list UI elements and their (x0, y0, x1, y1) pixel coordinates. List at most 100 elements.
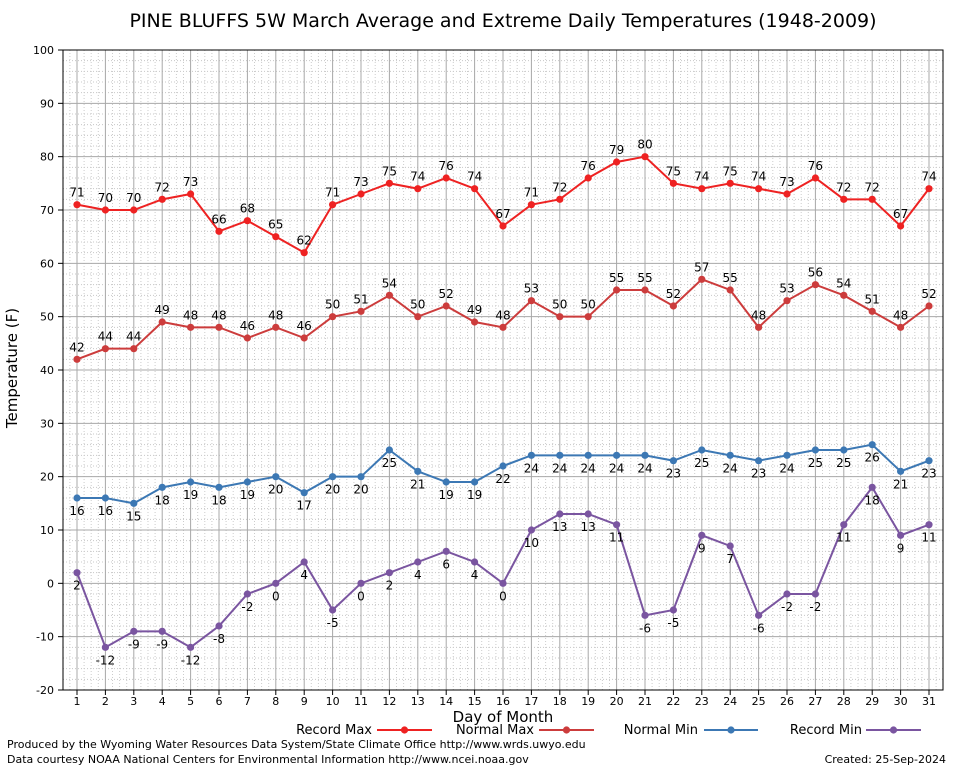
data-label-record-min: 0 (499, 589, 507, 603)
data-label-record-max: 73 (183, 175, 198, 189)
x-tick-label: 13 (411, 695, 425, 708)
x-tick-label: 8 (272, 695, 279, 708)
data-point-record-max (897, 222, 905, 230)
data-point-record-max (215, 227, 223, 235)
data-point-record-max (556, 195, 564, 203)
legend: Record Max Normal Max Normal Min Record Min (296, 723, 921, 738)
data-label-normal-max: 49 (155, 303, 170, 317)
data-label-record-min: 0 (357, 589, 365, 603)
x-tick-label: 23 (695, 695, 709, 708)
data-point-record-min (897, 531, 905, 539)
data-label-record-max: 66 (211, 212, 226, 226)
data-label-record-max: 80 (637, 138, 652, 152)
footer-produced-by: Produced by the Wyoming Water Resources … (7, 738, 586, 751)
data-label-normal-max: 55 (609, 271, 624, 285)
data-point-normal-max (158, 318, 166, 326)
data-point-normal-max (669, 302, 678, 310)
data-point-record-min (215, 622, 223, 630)
data-label-normal-min: 23 (751, 467, 766, 481)
data-label-normal-max: 48 (211, 308, 226, 322)
data-point-normal-min (584, 451, 592, 459)
data-label-normal-min: 24 (637, 461, 652, 475)
data-point-normal-min (925, 457, 933, 465)
data-point-record-min (414, 558, 422, 566)
x-tick-label: 6 (216, 695, 223, 708)
data-label-normal-min: 21 (410, 477, 425, 491)
data-point-normal-min (783, 451, 791, 459)
data-point-normal-min (726, 451, 734, 459)
data-point-normal-min (641, 451, 649, 459)
data-label-normal-max: 57 (694, 260, 709, 274)
data-point-record-max (726, 179, 734, 187)
x-tick-label: 17 (524, 695, 538, 708)
data-point-record-min (158, 627, 166, 635)
data-point-record-min (783, 590, 791, 598)
data-label-normal-min: 24 (524, 461, 539, 475)
data-point-normal-max (101, 345, 109, 353)
data-label-record-min: -2 (241, 600, 253, 614)
data-label-normal-max: 54 (382, 276, 397, 290)
x-tick-label: 27 (808, 695, 822, 708)
data-point-record-min (641, 611, 649, 619)
data-point-normal-max (811, 281, 820, 289)
data-point-record-min (300, 558, 308, 566)
data-label-record-max: 75 (382, 164, 397, 178)
data-label-record-min: -5 (667, 616, 679, 630)
data-point-record-min (272, 579, 280, 587)
data-point-record-max (385, 179, 393, 187)
data-label-normal-min: 16 (69, 504, 84, 518)
data-label-normal-min: 20 (353, 483, 368, 497)
data-label-record-max: 72 (155, 180, 170, 194)
data-label-record-max: 76 (581, 159, 596, 173)
data-label-record-min: -12 (181, 653, 201, 667)
data-point-record-min (357, 579, 365, 587)
data-point-record-min (613, 521, 621, 529)
data-point-record-min (755, 611, 763, 619)
data-point-normal-max (925, 302, 933, 310)
data-point-record-max (187, 190, 195, 198)
data-label-normal-min: 19 (439, 488, 454, 502)
x-tick-label: 20 (610, 695, 624, 708)
data-point-record-max (130, 206, 138, 214)
data-point-record-max (783, 190, 791, 198)
x-tick-label: 28 (837, 695, 851, 708)
data-label-normal-max: 55 (637, 271, 652, 285)
data-label-record-max: 62 (297, 234, 312, 248)
data-point-normal-max (783, 297, 791, 305)
data-point-record-min (329, 606, 337, 614)
data-label-record-max: 71 (69, 186, 84, 200)
data-label-normal-min: 22 (495, 472, 510, 486)
data-label-record-min: -8 (213, 632, 225, 646)
legend-marker-normal-max (562, 726, 571, 734)
series-record-min: 2 -12 -9 -9 -12 -8 -2 0 4 -5 0 2 4 6 4 0 10 13 13 11 -6 -5 9 7 -… (73, 483, 937, 667)
data-label-normal-max: 50 (581, 298, 596, 312)
data-label-record-min: 2 (73, 579, 81, 593)
data-label-record-min: -2 (809, 600, 821, 614)
data-label-record-max: 74 (751, 170, 766, 184)
x-tick-label: 19 (581, 695, 595, 708)
legend-marker-record-max (400, 726, 409, 734)
data-label-normal-min: 24 (581, 461, 596, 475)
x-tick-label: 15 (468, 695, 482, 708)
data-point-record-min (527, 526, 536, 534)
data-label-normal-max: 55 (723, 271, 738, 285)
data-label-record-min: 6 (442, 557, 450, 571)
series-normal-max: 42 44 44 49 48 48 46 48 46 50 51 54 50 52 49 48 53 50 50 55… (69, 260, 937, 363)
data-point-normal-max (527, 297, 536, 305)
data-label-normal-max: 52 (439, 287, 454, 301)
data-label-normal-max: 51 (865, 292, 880, 306)
data-point-record-max (811, 174, 820, 182)
x-tick-label: 24 (723, 695, 737, 708)
data-label-record-max: 67 (893, 207, 908, 221)
y-tick-label: 0 (47, 577, 54, 590)
data-label-normal-min: 15 (126, 509, 141, 523)
data-label-record-min: 9 (698, 541, 706, 555)
data-point-normal-max (187, 323, 195, 331)
data-label-record-max: 75 (666, 164, 681, 178)
data-label-normal-max: 53 (779, 282, 794, 296)
x-tick-label: 7 (244, 695, 251, 708)
data-point-record-max (101, 206, 109, 214)
data-point-record-max (527, 201, 536, 209)
x-tick-label: 1 (74, 695, 81, 708)
